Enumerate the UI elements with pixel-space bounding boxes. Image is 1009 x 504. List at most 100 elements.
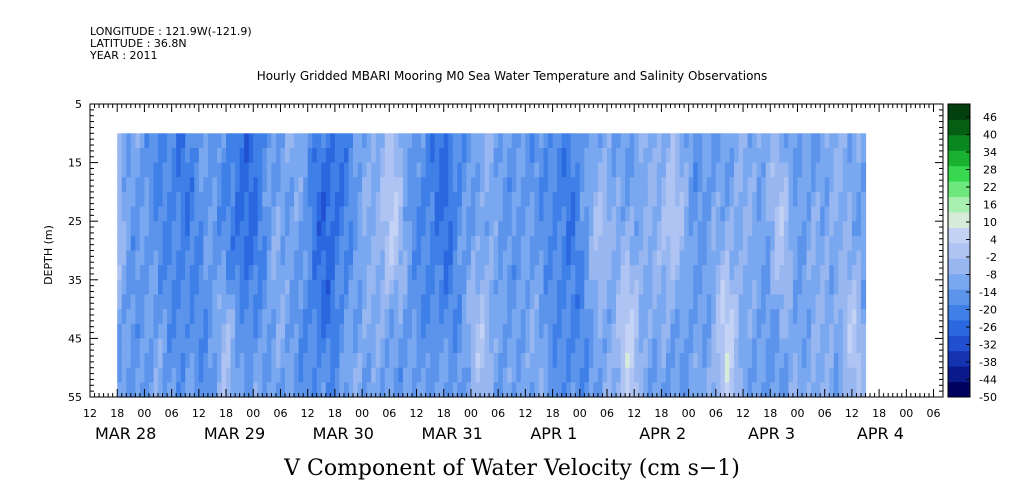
heatmap-cell: [489, 382, 495, 398]
heatmap-cell: [851, 382, 858, 398]
heatmap-cell: [425, 133, 431, 149]
heatmap-cell: [693, 250, 699, 266]
heatmap-cell: [543, 206, 549, 222]
heatmap-cell: [248, 235, 254, 252]
heatmap-cell: [185, 191, 191, 208]
heatmap-cell: [516, 294, 522, 310]
heatmap-cell: [362, 162, 368, 178]
heatmap-cell: [643, 206, 649, 222]
heatmap-cell: [761, 353, 767, 369]
heatmap-cell: [675, 338, 681, 354]
heatmap-cell: [262, 162, 268, 178]
heatmap-cell: [185, 382, 191, 398]
heatmap-cell: [343, 250, 350, 266]
metadata-block: LONGITUDE : 121.9W(-121.9) LATITUDE : 36…: [90, 26, 252, 62]
x-tick-label: 00: [899, 407, 913, 420]
heatmap-cell: [339, 309, 345, 325]
heatmap-cell: [380, 367, 386, 383]
heatmap-cell: [480, 147, 486, 164]
heatmap-cell: [307, 294, 313, 310]
heatmap-cell: [216, 221, 223, 237]
heatmap-cell: [235, 338, 241, 354]
heatmap-cell: [625, 265, 631, 281]
heatmap-cell: [167, 382, 173, 398]
heatmap-cell: [806, 235, 812, 252]
heatmap-cell: [733, 382, 740, 398]
heatmap-cell: [729, 133, 735, 149]
heatmap-cell: [366, 294, 372, 310]
heatmap-cell: [321, 206, 327, 222]
heatmap-cell: [330, 206, 336, 222]
heatmap-cell: [625, 353, 631, 369]
heatmap-cell: [711, 279, 717, 296]
heatmap-cell: [566, 235, 572, 252]
heatmap-cell: [330, 235, 336, 252]
heatmap-cell: [126, 294, 132, 310]
heatmap-cell: [226, 309, 232, 325]
heatmap-cell: [298, 221, 304, 237]
heatmap-cell: [343, 353, 350, 369]
heatmap-cell: [153, 367, 159, 383]
heatmap-cell: [579, 235, 585, 252]
heatmap-cell: [262, 206, 268, 222]
heatmap-cell: [851, 206, 858, 222]
heatmap-cell: [371, 206, 377, 222]
heatmap-cell: [584, 353, 590, 369]
heatmap-cell: [439, 250, 445, 266]
heatmap-cell: [307, 191, 313, 208]
heatmap-cell: [697, 177, 703, 193]
heatmap-cell: [443, 221, 449, 237]
heatmap-cell: [752, 250, 758, 266]
heatmap-cell: [489, 250, 495, 266]
heatmap-cell: [475, 191, 481, 208]
heatmap-cell: [348, 133, 354, 149]
heatmap-cell: [643, 294, 649, 310]
heatmap-cell: [384, 191, 390, 208]
heatmap-cell: [697, 235, 703, 252]
colorbar-swatch: [948, 366, 970, 383]
heatmap-cell: [779, 367, 785, 383]
heatmap-cell: [611, 235, 617, 252]
heatmap-cell: [548, 323, 554, 339]
heatmap-cell: [688, 367, 694, 383]
heatmap-cell: [402, 279, 409, 296]
heatmap-cell: [538, 250, 545, 266]
heatmap-cell: [647, 235, 653, 252]
heatmap-cell: [806, 382, 812, 398]
heatmap-cell: [570, 162, 576, 178]
heatmap-cell: [607, 206, 613, 222]
heatmap-cell: [466, 162, 472, 178]
heatmap-cell: [148, 338, 155, 354]
x-tick-label: 12: [410, 407, 424, 420]
heatmap-cell: [815, 338, 821, 354]
heatmap-cell: [774, 265, 780, 281]
heatmap-cell: [357, 133, 363, 149]
heatmap-cell: [294, 353, 300, 369]
heatmap-cell: [226, 382, 232, 398]
heatmap-cell: [774, 382, 780, 398]
heatmap-cell: [139, 191, 146, 208]
heatmap-cell: [520, 279, 526, 296]
x-axis-title: V Component of Water Velocity (cm s−1): [283, 456, 740, 481]
heatmap-cell: [393, 309, 399, 325]
heatmap-cell: [675, 162, 681, 178]
heatmap-cell: [575, 309, 581, 325]
heatmap-cell: [797, 382, 803, 398]
heatmap-cell: [180, 279, 186, 296]
heatmap-cell: [792, 147, 799, 164]
heatmap-cell: [625, 382, 631, 398]
heatmap-cell: [226, 147, 232, 164]
heatmap-cell: [838, 177, 844, 193]
heatmap-cell: [185, 162, 191, 178]
heatmap-cell: [398, 235, 404, 252]
heatmap-cell: [507, 221, 513, 237]
heatmap-cell: [665, 235, 672, 252]
heatmap-cell: [461, 133, 468, 149]
heatmap-cell: [407, 382, 413, 398]
heatmap-cell: [176, 133, 182, 149]
heatmap-cell: [733, 250, 740, 266]
heatmap-cell: [829, 382, 835, 398]
heatmap-cell: [511, 162, 517, 178]
heatmap-cell: [457, 323, 463, 339]
heatmap-cell: [797, 162, 803, 178]
